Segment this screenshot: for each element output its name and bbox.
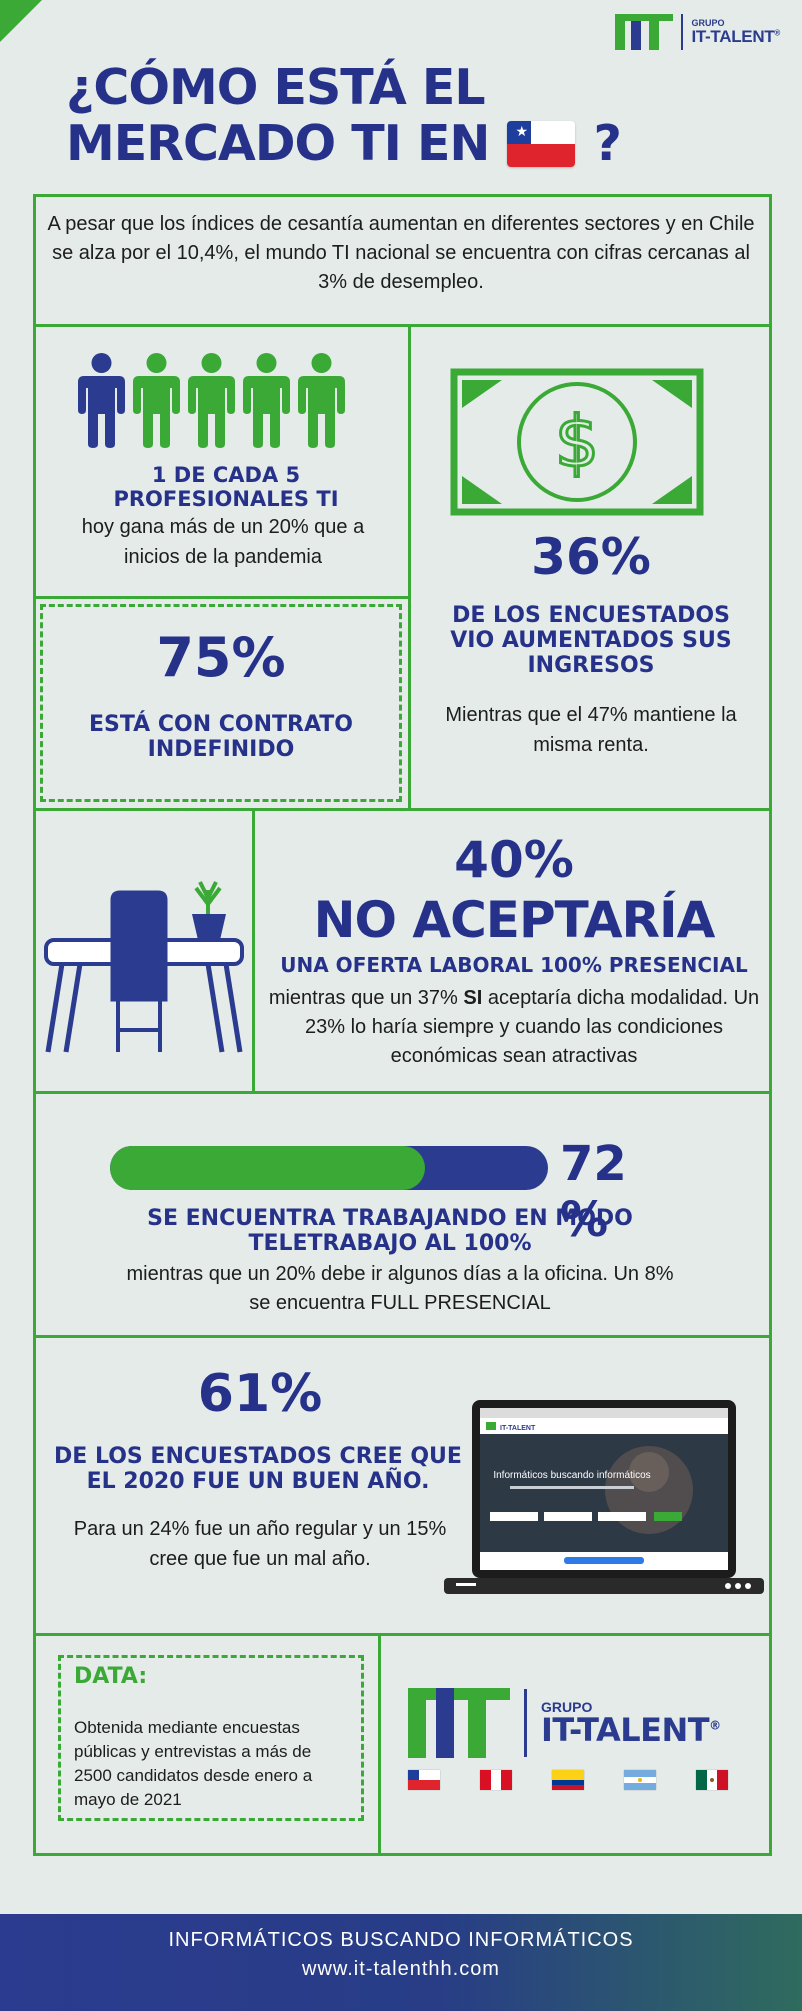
country-flags [408,1770,728,1790]
brand-logo-top[interactable]: GRUPO IT-TALENT® [615,14,780,50]
mexico-flag-icon [696,1770,728,1790]
people-icons [76,352,347,448]
brand-logo-bottom[interactable]: GRUPO IT-TALENT® [408,1688,721,1758]
presencial-headline: NO ACEPTARÍA [313,891,716,949]
divider [33,1335,772,1338]
argentina-flag-icon [624,1770,656,1790]
data-text: Obtenida mediante encuestas públicas y e… [74,1718,313,1809]
remote-progress-fill [110,1146,426,1190]
data-title: DATA: [74,1664,148,1689]
presencial-value: 40% [454,831,574,889]
remote-value: 72 % [560,1136,627,1248]
person-icon [243,353,290,448]
laptop-screen-title: Informáticos buscando informáticos [493,1470,650,1481]
income-headline: DE LOS ENCUESTADOS VIO AUMENTADOS SUS IN… [450,603,732,678]
presencial-text-bold: SI [463,987,483,1009]
title-question-mark: ? [593,115,621,172]
colombia-flag-icon [552,1770,584,1790]
divider [33,808,772,811]
brand-separator [681,14,684,50]
year-value: 61% [197,1364,323,1424]
divider [33,1633,772,1636]
contract-value: 75% [156,626,286,689]
desk-chair-icon [44,881,244,1053]
professionals-headline: 1 DE CADA 5 PROFESIONALES TI [113,463,339,511]
brand-name: IT-TALENT® [541,1711,721,1749]
content-frame [33,194,772,1856]
footer-url[interactable]: www.it-talenthh.com [302,1958,500,1980]
laptop-icon: IT-TALENT Informáticos buscando informát… [444,1400,764,1605]
divider [33,324,772,327]
year-text: Para un 24% fue un año regular y un 15% … [73,1518,447,1570]
divider [33,596,410,599]
remote-progress-bar [110,1146,548,1190]
contract-box [40,604,402,802]
brand-separator [524,1689,527,1757]
person-icon [78,353,125,448]
divider [408,324,411,809]
year-headline: DE LOS ENCUESTADOS CREE QUE EL 2020 FUE … [54,1444,462,1494]
presencial-subhead: UNA OFERTA LABORAL 100% PRESENCIAL [280,953,748,977]
remote-text: mientras que un 20% debe ir algunos días… [126,1263,674,1314]
itt-logo-large-icon [408,1688,510,1758]
svg-text:$: $ [555,401,600,483]
person-icon [188,353,235,448]
presencial-text-before: mientras que un 37% [268,987,458,1009]
chile-flag-icon [408,1770,440,1790]
footer: INFORMÁTICOS BUSCANDO INFORMÁTICOS www.i… [0,1914,802,2011]
svg-text:IT-TALENT: IT-TALENT [500,1425,536,1432]
brand-group-label: GRUPO [691,18,725,28]
title-line-2: MERCADO TI EN [66,115,490,172]
divider [33,1091,772,1094]
dollar-bill-icon: $ [450,368,704,521]
title-line-1: ¿CÓMO ESTÁ EL [66,59,486,116]
page-title: ¿CÓMO ESTÁ EL MERCADO TI EN ★ ? [66,59,622,172]
person-icon [298,353,345,448]
chile-flag-icon: ★ [507,121,576,167]
data-box [58,1655,364,1821]
professionals-text: hoy gana más de un 20% que a inicios de … [81,516,365,568]
brand-group-label: GRUPO [541,1699,593,1715]
intro-paragraph: A pesar que los índices de cesantía aume… [47,213,755,293]
peru-flag-icon [480,1770,512,1790]
remote-headline: SE ENCUENTRA TRABAJANDO EN MODO TELETRAB… [147,1206,633,1256]
presencial-text-after: aceptaría dicha modalidad. Un 23% lo har… [304,987,760,1067]
footer-tagline: INFORMÁTICOS BUSCANDO INFORMÁTICOS [168,1929,634,1951]
divider [378,1633,381,1856]
presencial-text: mientras que un 37% SI aceptaría dicha m… [260,984,768,1071]
contract-text: ESTÁ CON CONTRATO INDEFINIDO [88,712,353,762]
person-icon [133,353,180,448]
divider [252,808,255,1092]
brand-name: IT-TALENT® [691,27,780,46]
income-text: Mientras que el 47% mantiene la misma re… [445,704,737,756]
itt-logo-icon [615,14,674,50]
income-value: 36% [531,528,651,586]
corner-accent [0,0,42,42]
